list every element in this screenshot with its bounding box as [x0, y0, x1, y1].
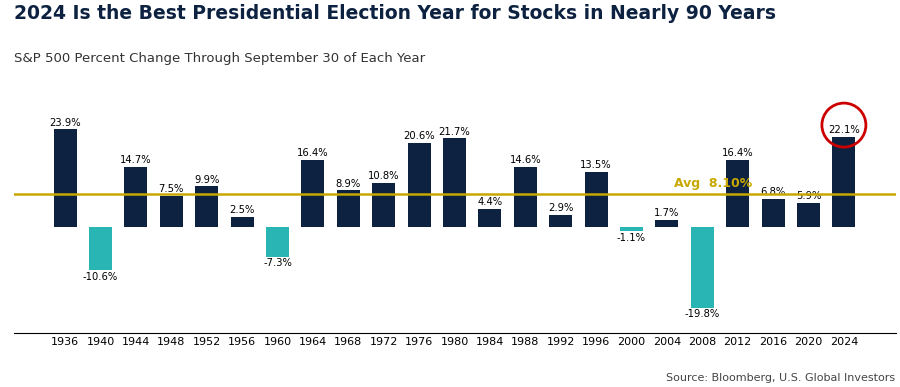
Bar: [655, 220, 679, 227]
Text: 5.9%: 5.9%: [796, 191, 821, 201]
Bar: [89, 227, 112, 270]
Text: -10.6%: -10.6%: [83, 272, 118, 282]
Bar: [266, 227, 289, 257]
Bar: [726, 160, 749, 227]
Text: 14.7%: 14.7%: [120, 155, 152, 165]
Text: 22.1%: 22.1%: [828, 125, 859, 135]
Text: 23.9%: 23.9%: [50, 118, 81, 128]
Text: S&P 500 Percent Change Through September 30 of Each Year: S&P 500 Percent Change Through September…: [14, 52, 425, 65]
Text: 8.9%: 8.9%: [336, 179, 361, 189]
Text: 20.6%: 20.6%: [403, 131, 435, 141]
Text: 2.5%: 2.5%: [230, 205, 255, 215]
Text: 14.6%: 14.6%: [509, 156, 541, 166]
Bar: [443, 138, 466, 227]
Text: 2.9%: 2.9%: [548, 203, 573, 213]
Bar: [797, 203, 820, 227]
Bar: [514, 167, 536, 227]
Bar: [479, 209, 501, 227]
Bar: [549, 215, 572, 227]
Text: 4.4%: 4.4%: [477, 197, 502, 207]
Bar: [408, 143, 430, 227]
Text: Avg  8.10%: Avg 8.10%: [674, 177, 752, 190]
Bar: [302, 160, 324, 227]
Text: 7.5%: 7.5%: [158, 185, 184, 195]
Text: Source: Bloomberg, U.S. Global Investors: Source: Bloomberg, U.S. Global Investors: [666, 373, 896, 383]
Text: -1.1%: -1.1%: [617, 233, 646, 243]
Text: 16.4%: 16.4%: [722, 148, 753, 158]
Bar: [124, 167, 148, 227]
Text: 21.7%: 21.7%: [438, 127, 471, 137]
Bar: [337, 190, 360, 227]
Bar: [54, 129, 76, 227]
Text: 1.7%: 1.7%: [654, 208, 680, 218]
Text: -7.3%: -7.3%: [263, 258, 292, 268]
Bar: [832, 137, 855, 227]
Bar: [160, 196, 183, 227]
Bar: [585, 171, 608, 227]
Text: 6.8%: 6.8%: [760, 187, 786, 197]
Text: 16.4%: 16.4%: [297, 148, 328, 158]
Bar: [620, 227, 643, 231]
Bar: [373, 183, 395, 227]
Text: 13.5%: 13.5%: [580, 160, 612, 170]
Text: 2024 Is the Best Presidential Election Year for Stocks in Nearly 90 Years: 2024 Is the Best Presidential Election Y…: [14, 4, 776, 23]
Text: -19.8%: -19.8%: [685, 309, 720, 319]
Bar: [761, 199, 785, 227]
Text: 10.8%: 10.8%: [368, 171, 400, 181]
Text: 9.9%: 9.9%: [194, 175, 220, 185]
Bar: [195, 186, 218, 227]
Bar: [230, 216, 254, 227]
Bar: [691, 227, 714, 308]
